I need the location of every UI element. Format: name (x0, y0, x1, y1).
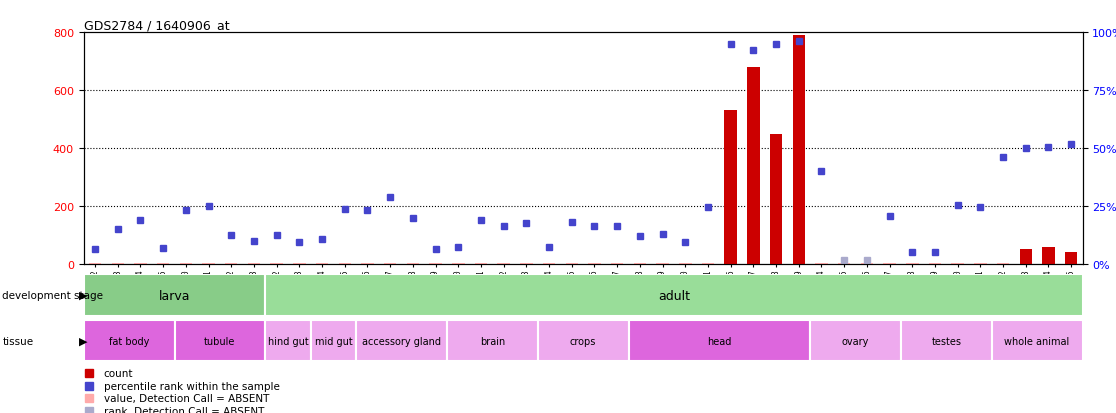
Bar (901, 320, 992, 361)
Bar (294, 263, 306, 264)
Bar (929, 263, 941, 264)
Bar (84, 320, 174, 361)
Text: tubule: tubule (204, 336, 235, 346)
Text: rank, Detection Call = ABSENT: rank, Detection Call = ABSENT (104, 406, 264, 413)
Bar (538, 320, 628, 361)
Bar (112, 263, 124, 264)
Bar (406, 263, 420, 264)
Text: fat body: fat body (109, 336, 150, 346)
Bar (84, 264, 1083, 299)
Bar (679, 263, 692, 264)
Text: GDS2784 / 1640906_at: GDS2784 / 1640906_at (84, 19, 229, 32)
Bar (1020, 250, 1032, 264)
Bar (952, 263, 964, 264)
Text: ▶: ▶ (79, 290, 88, 300)
Text: value, Detection Call = ABSENT: value, Detection Call = ABSENT (104, 393, 269, 403)
Bar (266, 275, 1083, 316)
Bar (770, 134, 782, 264)
Bar (588, 263, 600, 264)
Bar (542, 263, 556, 264)
Bar (884, 263, 896, 264)
Bar (134, 263, 146, 264)
Text: ovary: ovary (841, 336, 869, 346)
Bar (906, 263, 918, 264)
Text: accessory gland: accessory gland (362, 336, 441, 346)
Bar (838, 263, 850, 264)
Text: adult: adult (658, 289, 690, 302)
Bar (270, 263, 282, 264)
Bar (452, 263, 464, 264)
Bar (84, 275, 266, 316)
Bar (266, 320, 310, 361)
Bar (860, 263, 873, 264)
Bar (310, 320, 356, 361)
Bar (1065, 253, 1077, 264)
Text: larva: larva (158, 289, 190, 302)
Bar (225, 263, 238, 264)
Text: tissue: tissue (2, 336, 33, 346)
Bar (174, 320, 266, 361)
Bar (610, 263, 624, 264)
Bar (316, 263, 328, 264)
Bar (446, 320, 538, 361)
Text: crops: crops (570, 336, 596, 346)
Bar (656, 263, 668, 264)
Bar (520, 263, 532, 264)
Text: percentile rank within the sample: percentile rank within the sample (104, 381, 279, 391)
Bar (384, 263, 396, 264)
Bar (702, 263, 714, 264)
Bar (248, 263, 260, 264)
Bar (628, 320, 810, 361)
Text: hind gut: hind gut (268, 336, 308, 346)
Text: count: count (104, 368, 133, 378)
Text: development stage: development stage (2, 290, 104, 300)
Bar (792, 36, 805, 264)
Bar (202, 263, 214, 264)
Bar (474, 263, 488, 264)
Bar (356, 320, 446, 361)
Bar (810, 320, 901, 361)
Bar (997, 263, 1009, 264)
Bar (338, 263, 352, 264)
Bar (498, 263, 510, 264)
Text: mid gut: mid gut (315, 336, 353, 346)
Bar (362, 263, 374, 264)
Bar (974, 263, 987, 264)
Bar (430, 263, 442, 264)
Bar (747, 68, 760, 264)
Bar (1042, 247, 1055, 264)
Bar (992, 320, 1083, 361)
Bar (89, 263, 102, 264)
Text: brain: brain (480, 336, 504, 346)
Text: testes: testes (932, 336, 961, 346)
Bar (724, 111, 737, 264)
Text: whole animal: whole animal (1004, 336, 1070, 346)
Bar (180, 263, 192, 264)
Bar (157, 263, 170, 264)
Bar (815, 263, 828, 264)
Bar (634, 263, 646, 264)
Text: ▶: ▶ (79, 336, 88, 346)
Bar (566, 263, 578, 264)
Text: head: head (708, 336, 731, 346)
